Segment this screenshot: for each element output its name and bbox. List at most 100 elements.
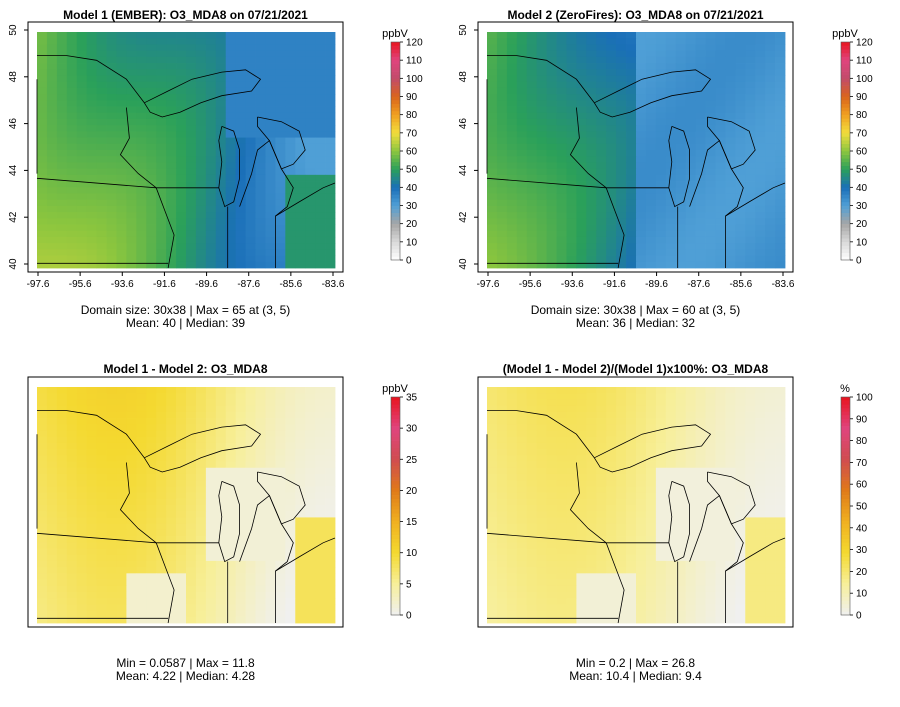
- grid-cell: [225, 87, 237, 95]
- grid-cell: [705, 63, 716, 70]
- grid-cell: [715, 554, 726, 562]
- grid-cell: [255, 480, 266, 487]
- grid-cell: [166, 199, 177, 207]
- grid-cell: [205, 567, 217, 574]
- grid-cell: [106, 548, 117, 556]
- grid-cell: [655, 486, 667, 493]
- grid-cell: [255, 218, 266, 225]
- grid-cell: [295, 75, 306, 83]
- grid-cell: [765, 56, 776, 64]
- grid-cell: [636, 69, 647, 76]
- grid-cell: [695, 131, 706, 138]
- grid-cell: [215, 243, 227, 250]
- grid-cell: [56, 118, 68, 126]
- grid-cell: [606, 81, 617, 89]
- grid-cell: [775, 424, 786, 431]
- grid-cell: [295, 56, 306, 64]
- grid-cell: [526, 38, 538, 45]
- grid-cell: [636, 467, 647, 475]
- grid-cell: [255, 542, 266, 549]
- grid-cell: [645, 243, 657, 250]
- grid-cell: [725, 418, 736, 425]
- grid-cell: [176, 156, 187, 163]
- grid-cell: [695, 212, 706, 219]
- grid-cell: [556, 230, 567, 238]
- grid-cell: [576, 548, 587, 556]
- grid-cell: [775, 411, 786, 419]
- grid-cell: [636, 81, 647, 89]
- grid-cell: [176, 249, 187, 256]
- grid-cell: [775, 442, 786, 450]
- grid-cell: [705, 156, 716, 163]
- grid-cell: [106, 523, 117, 531]
- grid-cell: [186, 604, 197, 611]
- grid-cell: [655, 467, 667, 475]
- grid-cell: [725, 249, 736, 256]
- grid-cell: [626, 187, 637, 194]
- grid-cell: [496, 94, 508, 101]
- legend-swatch: [841, 45, 850, 50]
- grid-cell: [665, 44, 677, 52]
- grid-cell: [156, 573, 167, 580]
- grid-cell: [645, 261, 657, 269]
- grid-cell: [506, 486, 518, 493]
- grid-cell: [626, 118, 637, 126]
- grid-cell: [176, 536, 187, 543]
- grid-cell: [76, 32, 88, 39]
- grid-cell: [315, 430, 326, 438]
- grid-cell: [126, 449, 137, 456]
- grid-cell: [487, 548, 498, 556]
- grid-cell: [735, 125, 746, 132]
- grid-cell: [496, 125, 508, 132]
- grid-cell: [76, 393, 88, 400]
- grid-cell: [645, 181, 657, 188]
- grid-cell: [176, 205, 187, 213]
- grid-cell: [156, 156, 167, 163]
- grid-cell: [665, 261, 677, 269]
- grid-cell: [745, 32, 756, 39]
- grid-cell: [225, 137, 237, 145]
- grid-cell: [725, 498, 736, 506]
- grid-cell: [755, 411, 766, 419]
- grid-cell: [586, 473, 597, 481]
- grid-cell: [536, 511, 547, 518]
- panel-title: Model 1 - Model 2: O3_MDA8: [103, 362, 268, 376]
- grid-cell: [205, 536, 217, 543]
- grid-cell: [715, 143, 726, 151]
- grid-cell: [265, 156, 276, 163]
- grid-cell: [695, 118, 706, 126]
- legend-swatch: [841, 158, 850, 163]
- grid-cell: [645, 87, 657, 95]
- grid-cell: [305, 604, 316, 611]
- grid-cell: [695, 243, 706, 250]
- grid-cell: [255, 100, 266, 107]
- grid-cell: [176, 449, 187, 456]
- legend-swatch: [391, 111, 400, 115]
- grid-cell: [685, 106, 696, 114]
- legend-swatch: [391, 487, 400, 492]
- grid-cell: [556, 224, 567, 232]
- grid-cell: [136, 467, 147, 475]
- grid-cell: [295, 424, 306, 431]
- grid-cell: [526, 418, 538, 425]
- grid-cell: [176, 486, 187, 493]
- grid-cell: [186, 50, 197, 58]
- grid-cell: [715, 156, 726, 163]
- grid-cell: [566, 560, 577, 568]
- grid-cell: [606, 131, 617, 138]
- grid-cell: [285, 430, 296, 438]
- grid-cell: [755, 505, 766, 512]
- grid-cell: [295, 218, 306, 225]
- grid-cell: [235, 492, 246, 500]
- grid-cell: [116, 573, 127, 580]
- grid-cell: [285, 218, 296, 225]
- grid-cell: [645, 162, 657, 170]
- grid-cell: [176, 517, 187, 525]
- grid-cell: [665, 554, 677, 562]
- grid-cell: [166, 505, 177, 512]
- grid-cell: [146, 449, 157, 456]
- grid-cell: [745, 411, 756, 419]
- grid-cell: [636, 598, 647, 605]
- grid-cell: [586, 567, 597, 574]
- grid-cell: [655, 131, 667, 138]
